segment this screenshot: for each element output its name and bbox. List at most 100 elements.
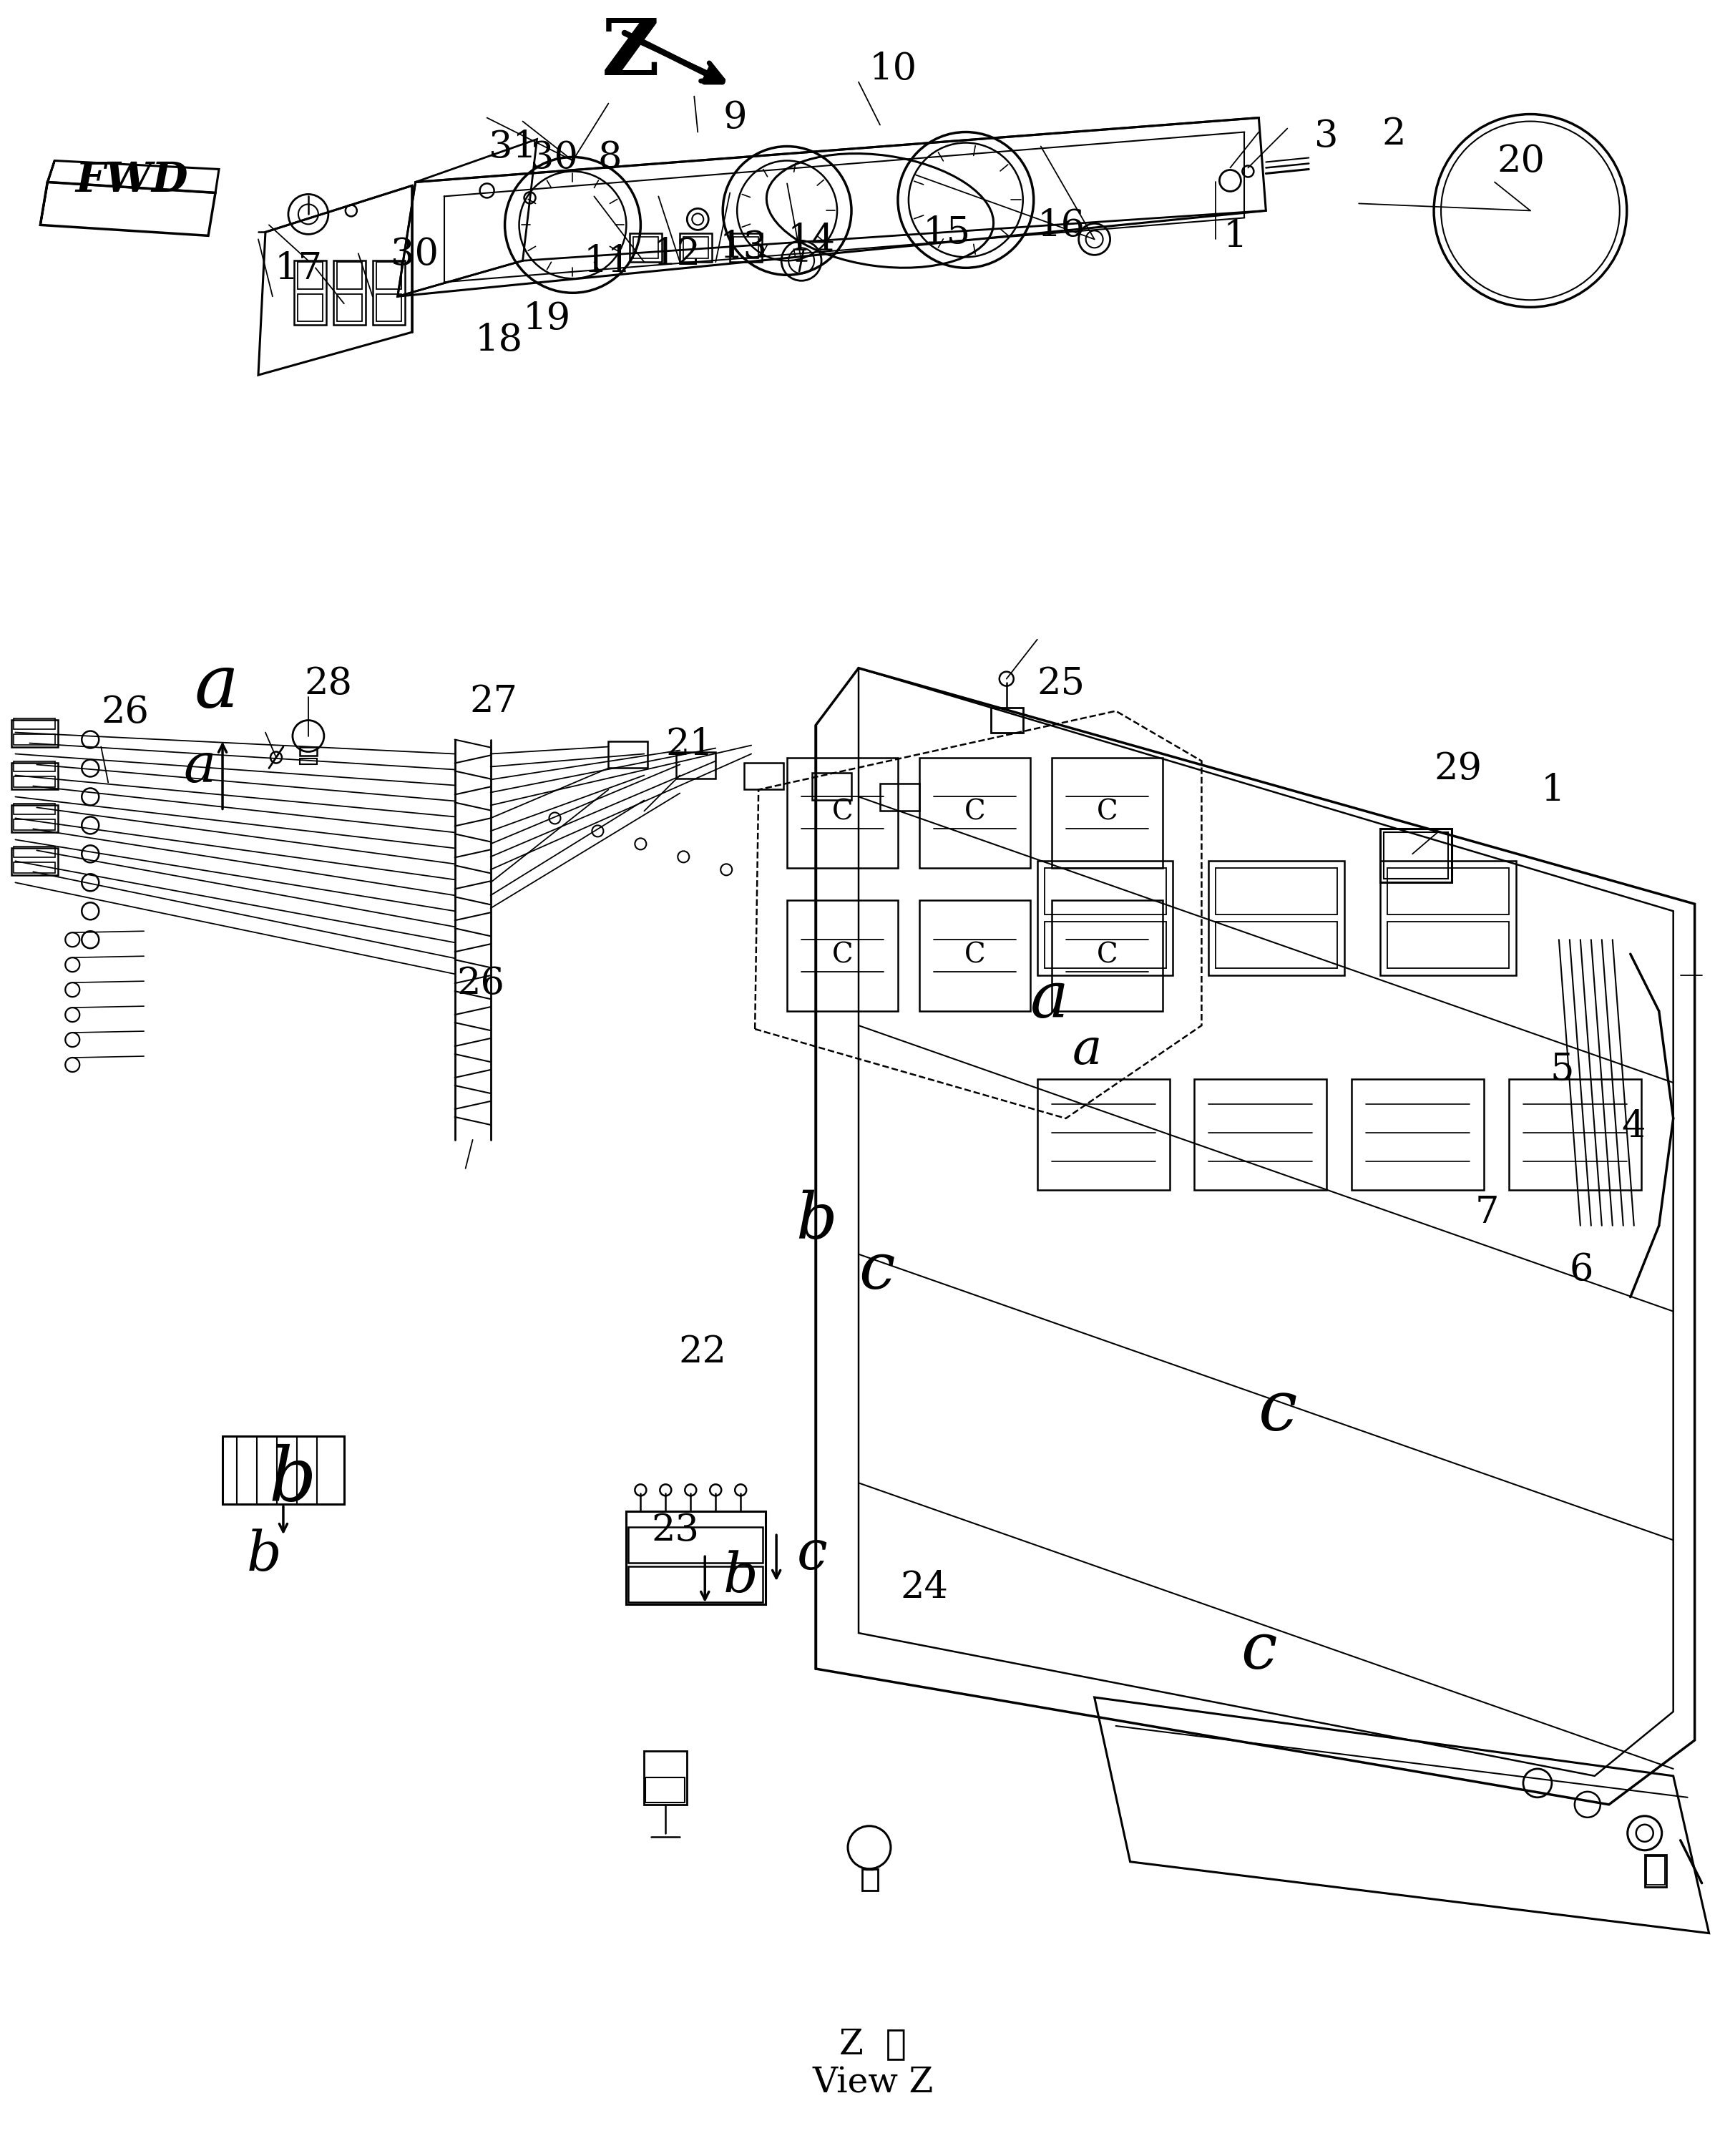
Text: c: c (797, 1529, 828, 1580)
Bar (300, 759, 317, 763)
Bar (680, 233, 712, 263)
Bar (376, 293, 402, 321)
Text: 24: 24 (900, 1570, 949, 1606)
Bar (626, 1511, 766, 1604)
Text: 10: 10 (869, 50, 918, 86)
Bar (743, 763, 783, 789)
Bar (1052, 757, 1163, 869)
Text: 17: 17 (274, 250, 323, 287)
Text: C: C (831, 942, 854, 968)
Text: 16: 16 (1037, 207, 1085, 244)
Bar (14, 733, 55, 744)
Text: 14: 14 (787, 222, 835, 259)
Text: C: C (1097, 800, 1118, 826)
Bar (633, 237, 659, 259)
Bar (1352, 1078, 1484, 1190)
Bar (990, 707, 1023, 733)
Text: a: a (1073, 1026, 1102, 1074)
Bar (376, 263, 402, 289)
Text: C: C (964, 800, 985, 826)
Text: b: b (247, 1529, 281, 1583)
Text: a: a (183, 740, 216, 793)
Text: a: a (1030, 968, 1068, 1031)
Bar (676, 752, 716, 778)
Bar (1380, 828, 1452, 882)
Text: 30: 30 (390, 237, 438, 274)
Text: 5: 5 (1551, 1052, 1575, 1087)
Bar (1216, 923, 1337, 968)
Bar (1387, 923, 1509, 968)
Bar (643, 1751, 687, 1805)
Text: 29: 29 (1433, 750, 1482, 787)
Bar (12, 763, 59, 789)
Bar (630, 233, 662, 263)
Bar (1509, 1078, 1640, 1190)
Bar (1037, 1078, 1170, 1190)
Bar (730, 233, 762, 263)
Bar (862, 1869, 878, 1891)
Bar (1216, 869, 1337, 914)
Bar (14, 776, 55, 787)
Text: 3: 3 (1314, 119, 1339, 155)
Bar (880, 785, 919, 811)
Text: 30: 30 (530, 140, 578, 177)
Bar (1644, 1854, 1666, 1886)
Text: c: c (1259, 1378, 1297, 1445)
Bar (14, 761, 55, 772)
Bar (298, 293, 323, 321)
Text: 2: 2 (1382, 116, 1406, 153)
Bar (14, 847, 55, 858)
Bar (14, 862, 55, 873)
Text: 9: 9 (723, 99, 747, 136)
Text: 27: 27 (469, 683, 518, 720)
Bar (919, 901, 1030, 1011)
Bar (1037, 860, 1173, 975)
Bar (1383, 832, 1449, 880)
Bar (223, 1436, 343, 1505)
Text: 15: 15 (923, 216, 971, 252)
Bar (300, 746, 317, 755)
Bar (1044, 923, 1166, 968)
Bar (1646, 1856, 1665, 1884)
Bar (1209, 860, 1344, 975)
Bar (12, 847, 59, 875)
Text: 11: 11 (583, 244, 631, 280)
Text: Z: Z (602, 15, 659, 93)
Text: 25: 25 (1037, 666, 1085, 701)
Bar (1044, 869, 1166, 914)
Text: FWD: FWD (76, 160, 188, 201)
Text: View Z: View Z (812, 2065, 933, 2100)
Bar (812, 774, 852, 800)
Bar (373, 261, 405, 326)
Text: 28: 28 (305, 666, 352, 701)
Text: C: C (831, 800, 854, 826)
Bar (628, 1567, 762, 1602)
Text: 6: 6 (1570, 1250, 1594, 1287)
Text: 21: 21 (666, 727, 714, 763)
Bar (787, 901, 899, 1011)
Bar (336, 263, 362, 289)
Text: 26: 26 (457, 966, 505, 1003)
Bar (336, 293, 362, 321)
Bar (1194, 1078, 1327, 1190)
Bar (1387, 869, 1509, 914)
Text: 1: 1 (1223, 218, 1247, 254)
Bar (12, 720, 59, 746)
Text: 1: 1 (1540, 772, 1565, 808)
Bar (733, 237, 759, 259)
Bar (298, 263, 323, 289)
Text: C: C (1097, 942, 1118, 968)
Text: a: a (193, 651, 238, 722)
Text: b: b (723, 1550, 757, 1604)
Text: c: c (1240, 1619, 1277, 1682)
Text: 13: 13 (719, 229, 768, 265)
Bar (628, 1526, 762, 1563)
Text: 22: 22 (678, 1332, 726, 1369)
Bar (14, 819, 55, 830)
Text: c: c (859, 1240, 895, 1302)
Bar (683, 237, 709, 259)
Text: 7: 7 (1475, 1194, 1499, 1231)
Text: Z  視: Z 視 (840, 2027, 906, 2061)
Text: C: C (964, 942, 985, 968)
Text: 18: 18 (474, 321, 523, 358)
